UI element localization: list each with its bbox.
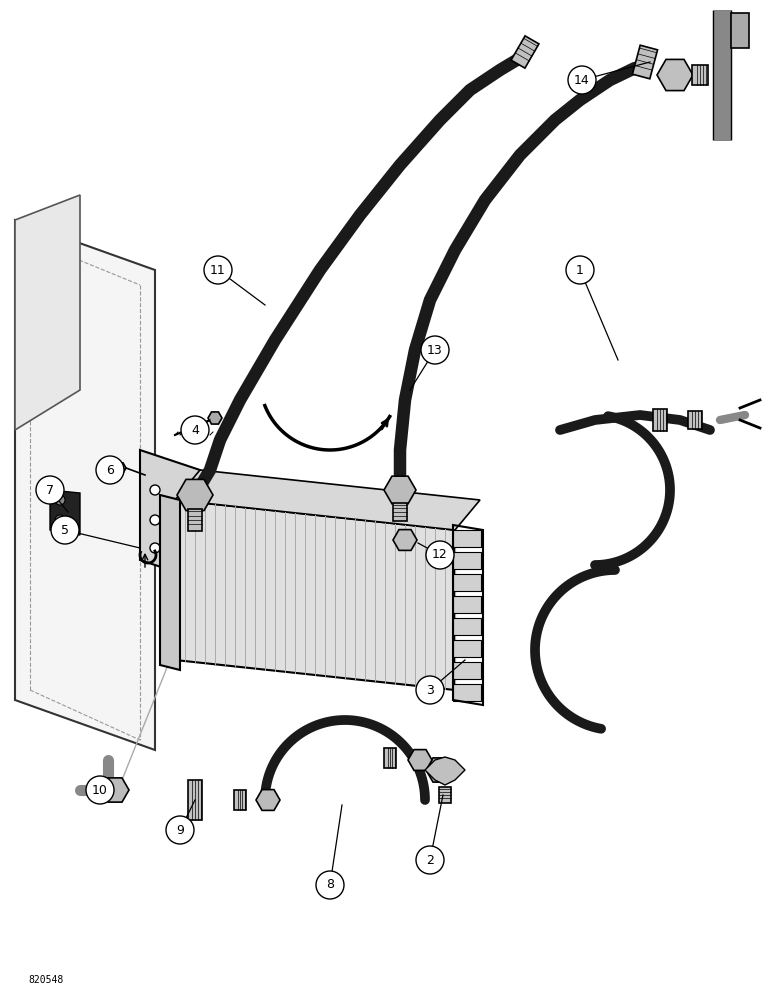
Bar xyxy=(653,409,667,431)
Text: 14: 14 xyxy=(574,74,590,87)
Text: 9: 9 xyxy=(176,824,184,836)
Bar xyxy=(511,36,539,68)
Text: 1: 1 xyxy=(576,263,584,276)
Text: 3: 3 xyxy=(426,684,434,696)
Polygon shape xyxy=(256,790,280,810)
Polygon shape xyxy=(140,450,200,580)
Bar xyxy=(453,618,481,635)
Polygon shape xyxy=(426,758,454,782)
Bar xyxy=(439,787,451,803)
Polygon shape xyxy=(393,530,417,550)
Bar xyxy=(234,790,246,810)
Text: 820548: 820548 xyxy=(28,975,63,985)
Bar xyxy=(188,780,202,820)
Text: 5: 5 xyxy=(61,524,69,536)
Circle shape xyxy=(96,456,124,484)
Circle shape xyxy=(150,543,160,553)
Bar xyxy=(188,509,202,531)
Polygon shape xyxy=(175,470,480,530)
Circle shape xyxy=(55,515,65,525)
Polygon shape xyxy=(177,479,213,511)
Bar xyxy=(453,552,481,569)
Circle shape xyxy=(181,416,209,444)
Polygon shape xyxy=(50,490,80,535)
Bar xyxy=(692,65,708,85)
Circle shape xyxy=(204,256,232,284)
Bar xyxy=(632,45,658,79)
Text: 8: 8 xyxy=(326,879,334,892)
Polygon shape xyxy=(175,500,455,690)
Circle shape xyxy=(566,256,594,284)
Circle shape xyxy=(568,66,596,94)
Text: 10: 10 xyxy=(92,784,108,796)
Text: 13: 13 xyxy=(427,344,443,357)
Circle shape xyxy=(421,336,449,364)
Polygon shape xyxy=(101,778,129,802)
Text: 6: 6 xyxy=(106,464,114,477)
Bar xyxy=(453,684,481,701)
Bar xyxy=(453,530,481,547)
Circle shape xyxy=(166,816,194,844)
Circle shape xyxy=(150,485,160,495)
Bar xyxy=(731,12,749,47)
Text: 4: 4 xyxy=(191,424,199,436)
Bar xyxy=(453,662,481,679)
Circle shape xyxy=(316,871,344,899)
Polygon shape xyxy=(114,463,126,473)
Circle shape xyxy=(416,846,444,874)
Bar xyxy=(453,574,481,591)
Polygon shape xyxy=(384,476,416,504)
Bar xyxy=(384,748,396,768)
Circle shape xyxy=(51,516,79,544)
Bar xyxy=(453,640,481,657)
Circle shape xyxy=(416,676,444,704)
Polygon shape xyxy=(160,495,180,670)
Bar xyxy=(688,411,702,429)
Text: 7: 7 xyxy=(46,484,54,496)
Text: 11: 11 xyxy=(210,263,226,276)
Text: 2: 2 xyxy=(426,854,434,866)
Polygon shape xyxy=(408,750,432,770)
Text: 12: 12 xyxy=(432,548,448,562)
Polygon shape xyxy=(15,220,155,750)
Bar xyxy=(393,503,407,521)
Circle shape xyxy=(55,495,65,505)
Polygon shape xyxy=(657,59,693,91)
Circle shape xyxy=(150,515,160,525)
Polygon shape xyxy=(208,412,222,424)
Bar xyxy=(453,596,481,613)
Polygon shape xyxy=(425,757,465,785)
Circle shape xyxy=(426,541,454,569)
Circle shape xyxy=(36,476,64,504)
Circle shape xyxy=(86,776,114,804)
Polygon shape xyxy=(15,195,80,430)
